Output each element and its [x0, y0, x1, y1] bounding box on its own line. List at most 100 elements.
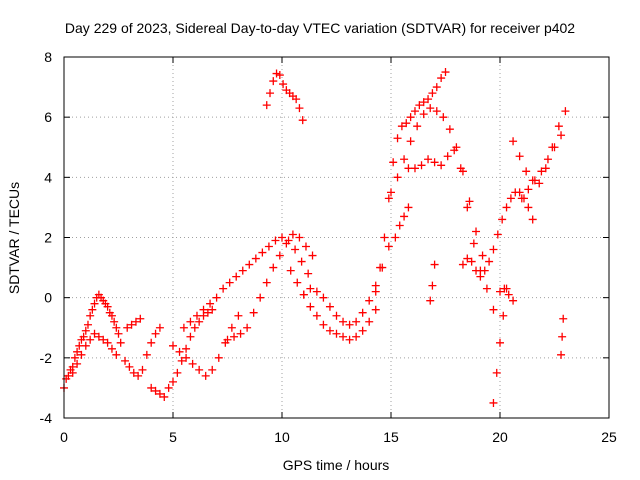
data-point	[199, 305, 208, 314]
data-point	[500, 284, 509, 293]
data-point	[325, 302, 334, 311]
data-point	[262, 101, 271, 110]
y-tick-label: 8	[44, 49, 52, 65]
data-point	[306, 284, 315, 293]
data-point	[73, 359, 82, 368]
data-point	[515, 152, 524, 161]
x-tick-label: 15	[383, 429, 399, 445]
data-point	[558, 332, 567, 341]
data-point	[472, 227, 481, 236]
y-tick-label: 0	[44, 290, 52, 306]
data-point	[352, 317, 361, 326]
data-point	[419, 110, 428, 119]
data-point	[195, 365, 204, 374]
data-point	[282, 239, 291, 248]
data-point	[243, 323, 252, 332]
data-point	[371, 287, 380, 296]
y-tick-label: 2	[44, 230, 52, 246]
data-point	[432, 107, 441, 116]
series-arc-13	[371, 68, 450, 296]
data-point	[262, 278, 271, 287]
data-point	[293, 278, 302, 287]
data-point	[77, 350, 86, 359]
data-point	[190, 323, 199, 332]
data-point	[515, 188, 524, 197]
data-point	[439, 113, 448, 122]
data-point	[365, 317, 374, 326]
data-point	[206, 299, 215, 308]
axis-ticks: 0 5 10 15 20 25 -4 -2 0 2 4 6 8	[40, 49, 617, 445]
data-point	[339, 332, 348, 341]
data-point	[400, 155, 409, 164]
data-point	[127, 320, 136, 329]
data-point	[443, 152, 452, 161]
series-arc-11	[286, 266, 380, 344]
data-point	[155, 389, 164, 398]
data-point	[134, 371, 143, 380]
data-point	[561, 107, 570, 116]
data-point	[225, 278, 234, 287]
series-arc-1	[60, 290, 125, 392]
y-tick-label: 6	[44, 109, 52, 125]
data-point	[232, 272, 241, 281]
data-point	[90, 329, 99, 338]
data-point	[345, 335, 354, 344]
data-point	[419, 98, 428, 107]
data-point	[155, 323, 164, 332]
data-points	[60, 68, 570, 407]
y-tick-label: -2	[40, 350, 53, 366]
data-point	[99, 335, 108, 344]
data-point	[173, 368, 182, 377]
data-point	[151, 329, 160, 338]
data-point	[79, 332, 88, 341]
series-arc-6	[164, 305, 217, 392]
data-point	[83, 320, 92, 329]
data-point	[147, 338, 156, 347]
data-point	[472, 266, 481, 275]
data-point	[251, 254, 260, 263]
data-point	[208, 365, 217, 374]
data-point	[463, 203, 472, 212]
data-point	[131, 317, 140, 326]
data-point	[524, 185, 533, 194]
series-arc-2	[68, 329, 121, 377]
series-arc-3	[121, 323, 164, 380]
data-point	[535, 179, 544, 188]
data-point	[489, 305, 498, 314]
data-point	[288, 230, 297, 239]
data-point	[256, 293, 265, 302]
data-point	[557, 350, 566, 359]
data-point	[86, 335, 95, 344]
data-point	[437, 161, 446, 170]
data-point	[295, 104, 304, 113]
data-point	[319, 293, 328, 302]
x-tick-label: 5	[169, 429, 177, 445]
series-arc-18	[458, 188, 537, 281]
series-arc-19	[489, 284, 511, 407]
data-point	[345, 320, 354, 329]
series-arc-17	[426, 260, 439, 305]
data-point	[94, 332, 103, 341]
data-point	[312, 287, 321, 296]
y-tick-label: 4	[44, 169, 52, 185]
data-point	[528, 215, 537, 224]
data-point	[238, 266, 247, 275]
data-point	[286, 266, 295, 275]
data-point	[169, 377, 177, 386]
data-point	[186, 332, 195, 341]
data-point	[182, 344, 191, 353]
data-point	[107, 311, 116, 320]
data-point	[151, 386, 160, 395]
data-point	[441, 68, 450, 77]
data-point	[393, 134, 402, 143]
data-point	[530, 176, 539, 185]
x-axis-label: GPS time / hours	[283, 457, 390, 473]
data-point	[467, 257, 476, 266]
data-point	[424, 95, 433, 104]
y-axis-label: SDTVAR / TECUs	[6, 182, 22, 294]
series-arc-12	[299, 242, 393, 329]
chart-title: Day 229 of 2023, Sidereal Day-to-day VTE…	[65, 20, 575, 36]
data-point	[493, 230, 502, 239]
data-point	[393, 173, 402, 182]
